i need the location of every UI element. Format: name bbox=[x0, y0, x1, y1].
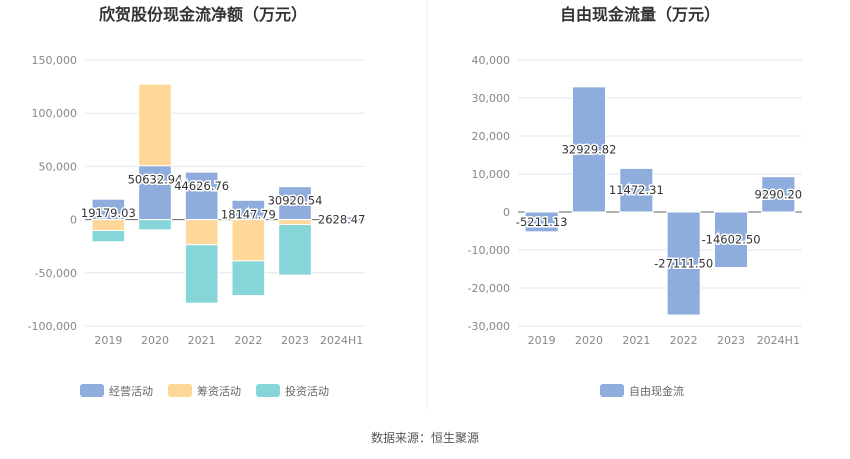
right-chart-title: 自由现金流量（万元） bbox=[560, 5, 720, 24]
y-tick-label: 150,000 bbox=[32, 54, 78, 67]
bar-筹资活动-2021 bbox=[184, 219, 219, 246]
bar-自由现金流-2023 bbox=[713, 211, 749, 268]
left-chart-title: 欣贺股份现金流净额（万元） bbox=[99, 5, 307, 24]
x-tick-label: 2019 bbox=[528, 334, 556, 347]
y-tick-label: 100,000 bbox=[32, 107, 78, 120]
source-note: 数据来源：恒生聚源 bbox=[371, 430, 479, 445]
y-tick-label: 40,000 bbox=[472, 54, 511, 67]
legend-swatch bbox=[256, 384, 280, 397]
data-label: 44626.76 bbox=[174, 179, 229, 193]
bar-自由现金流-2022 bbox=[666, 211, 701, 316]
bar-自由现金流-2019 bbox=[524, 211, 559, 233]
y-tick-label: 10,000 bbox=[472, 168, 511, 181]
bar-筹资活动-2023 bbox=[278, 219, 312, 226]
bar-筹资活动-2022 bbox=[231, 219, 266, 262]
data-label: 2628.47 bbox=[318, 213, 366, 227]
x-tick-label: 2023 bbox=[717, 334, 745, 347]
x-tick-label: 2022 bbox=[670, 334, 698, 347]
y-tick-label: 0 bbox=[70, 214, 77, 227]
bar-自由现金流-2020 bbox=[571, 86, 607, 213]
data-label: 19179.03 bbox=[81, 206, 136, 220]
bar-筹资活动-2019 bbox=[91, 219, 126, 232]
x-tick-label: 2024H1 bbox=[320, 334, 363, 347]
bar-自由现金流-2024H1 bbox=[761, 176, 796, 213]
bar-筹资活动-2024H1 bbox=[324, 219, 359, 221]
legend-label: 筹资活动 bbox=[197, 384, 241, 398]
x-tick-label: 2023 bbox=[281, 334, 309, 347]
bar-自由现金流-2021 bbox=[619, 167, 654, 213]
data-label: 30920.54 bbox=[268, 194, 323, 208]
y-tick-label: 0 bbox=[503, 206, 510, 219]
y-tick-label: -50,000 bbox=[35, 267, 77, 280]
y-tick-label: 20,000 bbox=[472, 130, 511, 143]
bar-投资活动-2024H1 bbox=[324, 215, 359, 218]
legend-label: 经营活动 bbox=[109, 384, 153, 398]
bar-投资活动-2022 bbox=[231, 260, 266, 297]
y-tick-label: -20,000 bbox=[468, 282, 510, 295]
x-tick-label: 2019 bbox=[94, 334, 122, 347]
x-tick-label: 2020 bbox=[141, 334, 169, 347]
legend-swatch bbox=[80, 384, 104, 397]
x-tick-label: 2020 bbox=[575, 334, 603, 347]
x-tick-label: 2021 bbox=[622, 334, 650, 347]
y-tick-label: -30,000 bbox=[468, 320, 510, 333]
bar-投资活动-2020 bbox=[138, 219, 172, 231]
data-label: -5211.13 bbox=[516, 215, 568, 229]
bar-经营活动-2023 bbox=[278, 186, 312, 221]
bar-投资活动-2023 bbox=[278, 224, 312, 276]
x-tick-label: 2022 bbox=[234, 334, 262, 347]
y-tick-label: 30,000 bbox=[472, 92, 511, 105]
data-label: 50632.94 bbox=[128, 173, 183, 187]
data-label: 11472.31 bbox=[609, 183, 664, 197]
bar-投资活动-2019 bbox=[91, 230, 126, 243]
legend-swatch bbox=[600, 384, 624, 397]
bar-筹资活动-2020 bbox=[138, 83, 172, 167]
data-label: 9290.20 bbox=[755, 187, 803, 201]
data-label: -14602.50 bbox=[701, 233, 760, 247]
data-label: -27111.50 bbox=[654, 257, 713, 271]
y-tick-label: 50,000 bbox=[39, 160, 78, 173]
legend-label: 投资活动 bbox=[285, 384, 329, 398]
data-label: 18147.79 bbox=[221, 207, 276, 221]
y-tick-label: -10,000 bbox=[468, 244, 510, 257]
data-label: 32929.82 bbox=[562, 142, 617, 156]
y-tick-label: -100,000 bbox=[28, 320, 77, 333]
x-tick-label: 2024H1 bbox=[757, 334, 800, 347]
legend-swatch bbox=[168, 384, 192, 397]
x-tick-label: 2021 bbox=[188, 334, 216, 347]
legend-label: 自由现金流 bbox=[629, 384, 684, 398]
bar-投资活动-2021 bbox=[184, 244, 219, 304]
